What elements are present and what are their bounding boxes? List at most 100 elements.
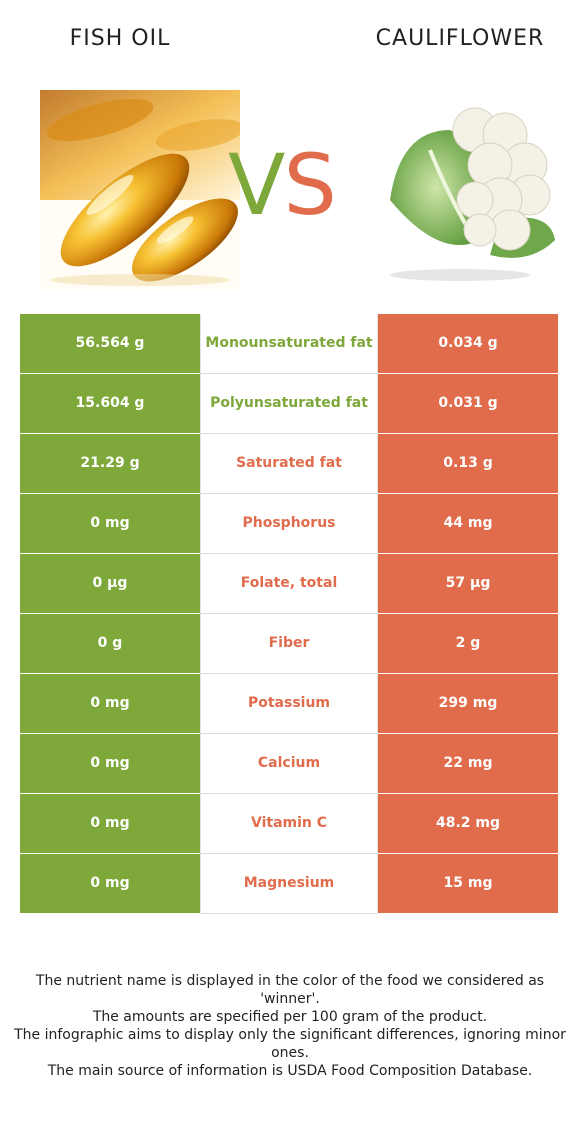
right-value: 48.2 mg: [378, 794, 558, 853]
divider: [200, 674, 201, 734]
table-row: 0 mg Vitamin C 48.2 mg: [20, 794, 558, 854]
divider: [377, 794, 378, 854]
divider: [20, 733, 200, 734]
right-value: 299 mg: [378, 674, 558, 733]
left-value: 0 mg: [20, 734, 200, 793]
left-value: 21.29 g: [20, 434, 200, 493]
divider: [377, 374, 378, 434]
right-value: 2 g: [378, 614, 558, 673]
vs-s: S: [283, 136, 336, 234]
divider: [377, 854, 378, 914]
divider: [378, 793, 558, 794]
divider: [378, 613, 558, 614]
footer-line-4: The main source of information is USDA F…: [47, 1063, 533, 1079]
divider: [200, 613, 378, 614]
left-value: 56.564 g: [20, 314, 200, 373]
left-value: 0 mg: [20, 854, 200, 913]
divider: [378, 553, 558, 554]
nutrient-name: Monounsaturated fat: [200, 314, 378, 373]
divider: [377, 314, 378, 374]
divider: [378, 433, 558, 434]
left-value: 15.604 g: [20, 374, 200, 433]
divider: [20, 553, 200, 554]
divider: [378, 373, 558, 374]
divider: [20, 793, 200, 794]
divider: [200, 493, 378, 494]
divider: [20, 433, 200, 434]
cauliflower-image: [390, 107, 555, 281]
divider: [20, 373, 200, 374]
divider: [377, 674, 378, 734]
divider: [200, 734, 201, 794]
right-value: 15 mg: [378, 854, 558, 913]
divider: [200, 673, 378, 674]
table-row: 0 mg Potassium 299 mg: [20, 674, 558, 734]
nutrient-name: Magnesium: [200, 854, 378, 913]
table-row: 0 mg Phosphorus 44 mg: [20, 494, 558, 554]
right-food-title: CAULIFLOWER: [375, 26, 545, 51]
divider: [200, 853, 378, 854]
divider: [200, 913, 378, 914]
divider: [200, 854, 201, 914]
divider: [20, 853, 200, 854]
divider: [377, 734, 378, 794]
divider: [378, 853, 558, 854]
left-food-title: FISH OIL: [69, 26, 171, 51]
divider: [377, 494, 378, 554]
divider: [377, 554, 378, 614]
footer-notes: The nutrient name is displayed in the co…: [10, 972, 570, 1080]
left-value: 0 mg: [20, 794, 200, 853]
left-value: 0 mg: [20, 674, 200, 733]
fish-oil-image: [40, 90, 240, 290]
nutrient-name: Potassium: [200, 674, 378, 733]
left-value: 0 mg: [20, 494, 200, 553]
divider: [200, 374, 201, 434]
comparison-table: 56.564 g Monounsaturated fat 0.034 g 15.604…: [20, 314, 558, 914]
divider: [378, 673, 558, 674]
left-value: 0 g: [20, 614, 200, 673]
divider: [20, 613, 200, 614]
right-value: 22 mg: [378, 734, 558, 793]
divider: [200, 373, 378, 374]
divider: [378, 913, 558, 914]
divider: [20, 493, 200, 494]
divider: [377, 434, 378, 494]
divider: [378, 733, 558, 734]
table-row: 0 g Fiber 2 g: [20, 614, 558, 674]
divider: [200, 794, 201, 854]
divider: [200, 793, 378, 794]
divider: [200, 314, 201, 374]
right-value: 44 mg: [378, 494, 558, 553]
right-value: 57 µg: [378, 554, 558, 613]
nutrient-name: Saturated fat: [200, 434, 378, 493]
nutrient-name: Folate, total: [200, 554, 378, 613]
left-value: 0 µg: [20, 554, 200, 613]
nutrient-name: Polyunsaturated fat: [200, 374, 378, 433]
table-row: 0 mg Calcium 22 mg: [20, 734, 558, 794]
footer-line-2: The amounts are specified per 100 gram o…: [92, 1009, 488, 1025]
right-value: 0.031 g: [378, 374, 558, 433]
nutrient-name: Calcium: [200, 734, 378, 793]
divider: [200, 433, 378, 434]
footer-line-3: The infographic aims to display only the…: [14, 1027, 566, 1061]
footer-line-1: The nutrient name is displayed in the co…: [35, 973, 545, 1007]
table-row: 0 µg Folate, total 57 µg: [20, 554, 558, 614]
divider: [200, 733, 378, 734]
divider: [378, 493, 558, 494]
divider: [200, 434, 201, 494]
divider: [377, 614, 378, 674]
divider: [20, 913, 200, 914]
vs-v: V: [228, 136, 285, 234]
divider: [200, 554, 201, 614]
table-row: 15.604 g Polyunsaturated fat 0.031 g: [20, 374, 558, 434]
divider: [200, 494, 201, 554]
table-row: 0 mg Magnesium 15 mg: [20, 854, 558, 914]
right-value: 0.13 g: [378, 434, 558, 493]
divider: [200, 614, 201, 674]
nutrient-name: Vitamin C: [200, 794, 378, 853]
divider: [200, 553, 378, 554]
table-row: 56.564 g Monounsaturated fat 0.034 g: [20, 314, 558, 374]
nutrient-name: Phosphorus: [200, 494, 378, 553]
divider: [20, 673, 200, 674]
right-value: 0.034 g: [378, 314, 558, 373]
